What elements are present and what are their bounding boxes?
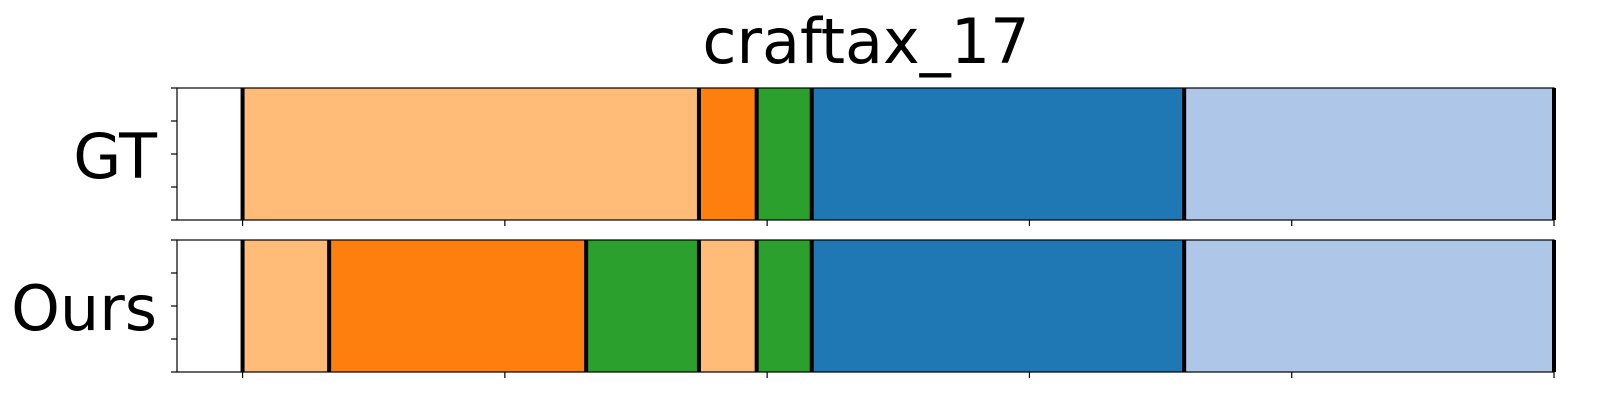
segment-gt-2	[757, 88, 812, 220]
segment-gt-1	[699, 88, 757, 220]
segment-gt-0	[243, 88, 699, 220]
segment-ours-3	[699, 240, 757, 372]
chart-title: craftax_17	[702, 5, 1029, 78]
segment-ours-0	[243, 240, 330, 372]
segment-gt-3	[812, 88, 1184, 220]
segment-ours-1	[329, 240, 586, 372]
segment-ours-5	[812, 240, 1184, 372]
row-label-gt: GT	[73, 120, 158, 193]
row-label-ours: Ours	[11, 272, 157, 345]
segment-gt-4	[1184, 88, 1554, 220]
segment-ours-2	[586, 240, 699, 372]
segment-ours-6	[1184, 240, 1554, 372]
segment-ours-4	[757, 240, 812, 372]
